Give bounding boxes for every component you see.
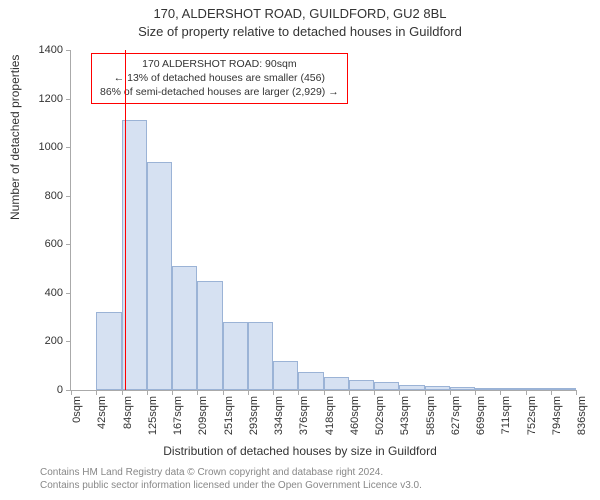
chart-title-sub: Size of property relative to detached ho… (0, 24, 600, 39)
x-tick-label: 125sqm (147, 390, 159, 435)
y-tick-mark (66, 244, 71, 245)
x-axis-label: Distribution of detached houses by size … (0, 444, 600, 458)
y-tick-mark (66, 99, 71, 100)
x-tick-label: 543sqm (399, 390, 411, 435)
x-tick-label: 167sqm (172, 390, 184, 435)
x-tick-label: 376sqm (298, 390, 310, 435)
x-tick-label: 794sqm (551, 390, 563, 435)
histogram-bar (147, 162, 172, 390)
x-tick-label: 0sqm (71, 390, 83, 423)
x-tick-label: 585sqm (425, 390, 437, 435)
x-tick-label: 711sqm (500, 390, 512, 434)
y-tick-mark (66, 196, 71, 197)
histogram-bar (273, 361, 298, 390)
marker-line (125, 50, 126, 390)
x-tick-label: 334sqm (273, 390, 285, 435)
annotation-box: 170 ALDERSHOT ROAD: 90sqm ← 13% of detac… (91, 53, 348, 104)
x-tick-label: 752sqm (526, 390, 538, 435)
x-tick-label: 836sqm (576, 390, 588, 435)
x-tick-label: 209sqm (197, 390, 209, 435)
x-tick-label: 502sqm (374, 390, 386, 435)
histogram-bar (223, 322, 248, 390)
y-axis-label: Number of detached properties (8, 55, 22, 220)
histogram-bar (96, 312, 121, 390)
x-tick-label: 293sqm (248, 390, 260, 435)
x-tick-label: 418sqm (324, 390, 336, 435)
histogram-bar (349, 380, 374, 390)
histogram-bar (172, 266, 197, 390)
y-tick-mark (66, 50, 71, 51)
y-tick-mark (66, 341, 71, 342)
x-tick-label: 460sqm (349, 390, 361, 435)
y-tick-mark (66, 293, 71, 294)
y-tick-mark (66, 147, 71, 148)
x-tick-label: 42sqm (96, 390, 108, 429)
histogram-bar (197, 281, 222, 390)
histogram-bar (374, 382, 399, 391)
histogram-bar (298, 372, 323, 390)
annotation-line-1: 170 ALDERSHOT ROAD: 90sqm (100, 57, 339, 71)
annotation-line-3: 86% of semi-detached houses are larger (… (100, 85, 339, 99)
footer-line-2: Contains public sector information licen… (40, 479, 422, 492)
x-tick-label: 669sqm (475, 390, 487, 435)
x-tick-label: 84sqm (122, 390, 134, 429)
plot-area: 170 ALDERSHOT ROAD: 90sqm ← 13% of detac… (70, 50, 576, 391)
chart-title-main: 170, ALDERSHOT ROAD, GUILDFORD, GU2 8BL (0, 6, 600, 21)
annotation-line-2: ← 13% of detached houses are smaller (45… (100, 71, 339, 85)
histogram-bar (248, 322, 273, 390)
histogram-bar (324, 377, 349, 390)
x-tick-label: 251sqm (223, 390, 235, 435)
x-tick-label: 627sqm (450, 390, 462, 435)
footer-line-1: Contains HM Land Registry data © Crown c… (40, 466, 383, 479)
chart-container: 170, ALDERSHOT ROAD, GUILDFORD, GU2 8BL … (0, 0, 600, 500)
